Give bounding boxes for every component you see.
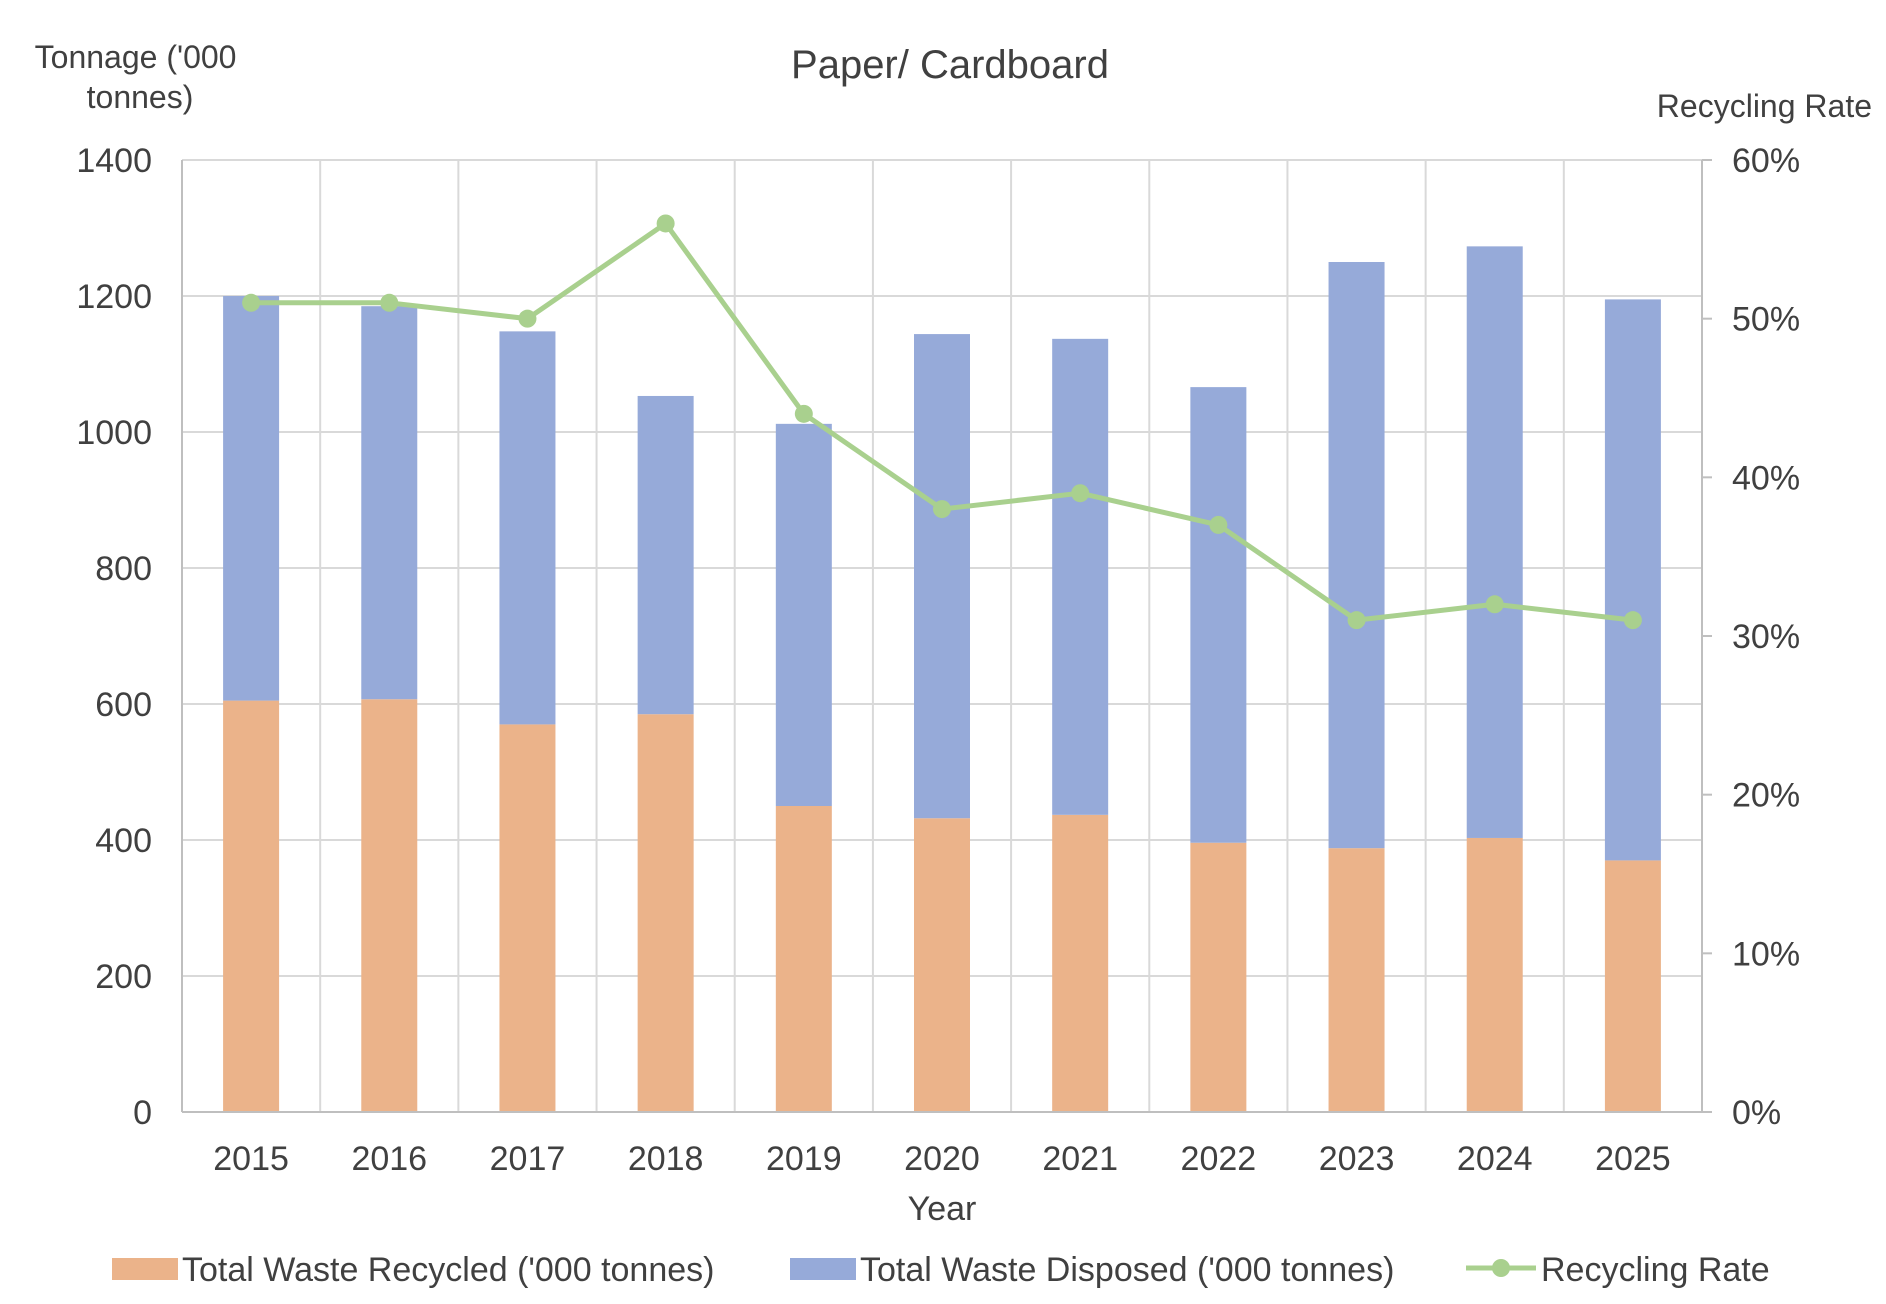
bar-disposed-2022 — [1190, 387, 1247, 843]
x-tick-label: 2019 — [766, 1140, 842, 1178]
bar-disposed-2020 — [914, 334, 970, 819]
legend-label-disposed: Total Waste Disposed ('000 tonnes) — [860, 1251, 1394, 1289]
x-tick-label: 2025 — [1595, 1140, 1671, 1178]
bar-recycled-2019 — [775, 806, 832, 1112]
y-tick-label: 1200 — [76, 278, 152, 316]
y-tick-label: 400 — [95, 822, 152, 860]
bar-recycled-2018 — [637, 714, 694, 1112]
rate-point-2021 — [1071, 484, 1090, 503]
bar-disposed-2023 — [1328, 262, 1385, 849]
legend: Total Waste Recycled ('000 tonnes) Total… — [112, 1251, 1770, 1289]
bar-recycled-2024 — [1466, 837, 1523, 1112]
bar-recycled-2016 — [361, 699, 418, 1112]
x-tick-label: 2023 — [1319, 1140, 1395, 1178]
y-tick-label: 800 — [95, 550, 152, 588]
x-tick-label: 2021 — [1042, 1140, 1118, 1178]
tick-labels: 0 200 400 600 800 1000 1200 1400 0% 10% 20% 30% 40% 5… — [76, 142, 1800, 1178]
y-axis-title-line-1: Tonnage ('000 — [35, 39, 237, 75]
rate-point-2018 — [656, 214, 675, 233]
rate-point-2017 — [518, 309, 537, 328]
rate-point-2025 — [1623, 611, 1642, 630]
y2-tick-label: 40% — [1732, 459, 1800, 497]
y2-tick-label: 20% — [1732, 777, 1800, 815]
y-tick-label: 1400 — [76, 142, 152, 180]
bar-recycled-2015 — [223, 700, 280, 1112]
x-tick-label: 2017 — [490, 1140, 566, 1178]
bar-disposed-2025 — [1604, 299, 1661, 861]
bar-recycled-2025 — [1604, 860, 1661, 1112]
y-tick-label: 200 — [95, 958, 152, 996]
legend-swatch-disposed — [790, 1258, 856, 1280]
bar-disposed-2018 — [637, 395, 694, 715]
y2-axis-title: Recycling Rate — [1657, 88, 1872, 124]
axes — [181, 159, 1712, 1113]
x-tick-label: 2024 — [1457, 1140, 1533, 1178]
x-tick-label: 2016 — [351, 1140, 427, 1178]
bar-recycled-2017 — [499, 724, 556, 1112]
y-axis-title: Tonnage ('000 tonnes) — [35, 39, 246, 115]
x-tick-label: 2022 — [1181, 1140, 1257, 1178]
x-tick-label: 2015 — [213, 1140, 289, 1178]
bar-disposed-2021 — [1052, 338, 1109, 815]
bar-disposed-2015 — [223, 296, 280, 701]
bar-disposed-2016 — [361, 306, 418, 700]
rate-point-2023 — [1347, 611, 1366, 630]
rate-point-2019 — [794, 404, 813, 423]
y2-tick-label: 30% — [1732, 618, 1800, 656]
bar-recycled-2020 — [914, 818, 970, 1112]
legend-swatch-rate-marker — [1492, 1259, 1510, 1277]
rate-point-2022 — [1209, 515, 1228, 534]
bar-disposed-2024 — [1466, 246, 1523, 838]
y-tick-label: 600 — [95, 686, 152, 724]
bars — [223, 246, 1661, 1112]
y2-tick-label: 60% — [1732, 142, 1800, 180]
rate-point-2016 — [380, 293, 399, 312]
legend-label-recycled: Total Waste Recycled ('000 tonnes) — [182, 1251, 714, 1289]
bar-disposed-2017 — [499, 331, 556, 725]
bar-recycled-2023 — [1328, 848, 1385, 1112]
bar-recycled-2022 — [1190, 842, 1247, 1112]
x-tick-label: 2020 — [904, 1140, 980, 1178]
chart-title: Paper/ Cardboard — [791, 43, 1109, 87]
y-tick-label: 1000 — [76, 414, 152, 452]
bar-disposed-2019 — [775, 423, 832, 806]
rate-line — [242, 214, 1642, 630]
x-tick-label: 2018 — [628, 1140, 704, 1178]
rate-point-2024 — [1485, 595, 1504, 614]
legend-swatch-recycled — [112, 1258, 178, 1280]
bar-recycled-2021 — [1052, 814, 1109, 1112]
y-axis-title-line-2: tonnes) — [87, 79, 194, 115]
rate-point-2015 — [242, 293, 261, 312]
y-tick-label: 0 — [133, 1094, 152, 1132]
y2-tick-label: 50% — [1732, 301, 1800, 339]
rate-point-2020 — [933, 500, 951, 519]
y2-tick-label: 0% — [1732, 1094, 1781, 1132]
legend-label-rate: Recycling Rate — [1541, 1251, 1770, 1289]
y2-tick-label: 10% — [1732, 935, 1800, 973]
x-axis-title: Year — [908, 1190, 977, 1228]
